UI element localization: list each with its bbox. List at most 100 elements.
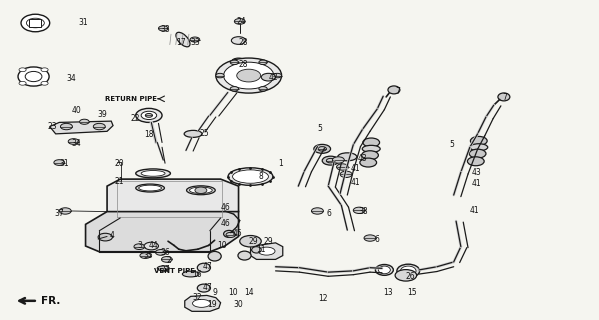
Text: 34: 34: [66, 74, 76, 83]
Text: 33: 33: [190, 38, 201, 47]
Circle shape: [231, 58, 246, 66]
Ellipse shape: [223, 230, 234, 237]
Text: 30: 30: [234, 300, 244, 309]
Text: 41: 41: [350, 179, 360, 188]
Text: 47: 47: [202, 283, 213, 292]
Ellipse shape: [176, 32, 190, 47]
Text: 46: 46: [220, 219, 231, 228]
Circle shape: [237, 69, 261, 82]
Ellipse shape: [186, 186, 215, 195]
Circle shape: [162, 257, 172, 262]
Polygon shape: [86, 212, 238, 252]
Text: 8: 8: [259, 172, 264, 181]
Ellipse shape: [498, 93, 510, 101]
Text: 19: 19: [207, 300, 216, 309]
Ellipse shape: [192, 300, 210, 307]
Circle shape: [340, 171, 352, 178]
Text: 12: 12: [319, 294, 328, 303]
Text: 1: 1: [278, 159, 283, 168]
Circle shape: [259, 60, 267, 65]
Text: 25: 25: [199, 129, 209, 138]
Circle shape: [190, 37, 199, 42]
Circle shape: [318, 147, 326, 151]
Text: 28: 28: [238, 60, 248, 69]
Text: 43: 43: [471, 168, 482, 177]
Ellipse shape: [21, 14, 50, 32]
Text: 14: 14: [244, 288, 254, 297]
Text: 41: 41: [470, 206, 479, 215]
Text: 6: 6: [374, 235, 379, 244]
Circle shape: [261, 73, 276, 81]
Text: 5: 5: [317, 124, 322, 132]
Ellipse shape: [139, 185, 162, 191]
Circle shape: [216, 73, 224, 78]
Circle shape: [68, 139, 79, 144]
Circle shape: [311, 208, 323, 214]
Ellipse shape: [470, 144, 488, 151]
Circle shape: [240, 236, 261, 247]
Circle shape: [19, 68, 26, 72]
Text: 38: 38: [358, 207, 368, 216]
Text: 37: 37: [55, 209, 64, 218]
Text: 6: 6: [326, 209, 331, 218]
Text: 17: 17: [176, 38, 186, 47]
Ellipse shape: [197, 284, 210, 292]
Text: 42: 42: [268, 73, 278, 82]
Circle shape: [234, 19, 245, 24]
Circle shape: [469, 149, 486, 158]
Ellipse shape: [197, 263, 210, 272]
Ellipse shape: [379, 266, 391, 274]
Circle shape: [216, 58, 282, 93]
Text: RETURN PIPE: RETURN PIPE: [105, 96, 158, 102]
Circle shape: [230, 87, 238, 91]
Circle shape: [364, 235, 376, 241]
Ellipse shape: [18, 67, 49, 86]
Circle shape: [144, 242, 159, 250]
Text: 43: 43: [358, 154, 368, 163]
Text: 7: 7: [503, 93, 507, 102]
Circle shape: [326, 158, 335, 163]
Circle shape: [322, 156, 339, 165]
Polygon shape: [184, 295, 220, 311]
Text: 15: 15: [407, 288, 417, 297]
Text: 46: 46: [220, 203, 231, 212]
Text: 36: 36: [161, 248, 171, 257]
Circle shape: [26, 18, 44, 28]
Text: 2: 2: [167, 256, 171, 265]
Text: 10: 10: [217, 241, 227, 250]
Circle shape: [59, 208, 71, 214]
Ellipse shape: [362, 145, 380, 152]
Text: 13: 13: [383, 288, 393, 297]
Text: 28: 28: [238, 38, 248, 47]
Circle shape: [259, 87, 267, 91]
Text: 33: 33: [161, 25, 171, 34]
Text: 20: 20: [114, 159, 124, 168]
Circle shape: [467, 157, 484, 166]
Text: 29: 29: [264, 237, 273, 246]
Circle shape: [314, 144, 331, 153]
Circle shape: [231, 37, 246, 44]
Circle shape: [360, 158, 377, 167]
Text: 16: 16: [192, 270, 201, 279]
Circle shape: [159, 26, 168, 31]
Ellipse shape: [238, 251, 251, 260]
Ellipse shape: [141, 171, 165, 176]
Circle shape: [19, 81, 26, 85]
Text: 29: 29: [249, 237, 258, 246]
Ellipse shape: [228, 168, 273, 185]
Circle shape: [363, 138, 380, 147]
Text: 31: 31: [78, 19, 88, 28]
Circle shape: [156, 250, 167, 255]
Text: FR.: FR.: [41, 296, 60, 306]
Text: 4: 4: [110, 231, 114, 240]
Circle shape: [332, 157, 344, 163]
Circle shape: [136, 108, 162, 123]
Text: 23: 23: [47, 122, 57, 131]
Circle shape: [41, 81, 48, 85]
Text: 18: 18: [144, 130, 153, 139]
Ellipse shape: [401, 266, 416, 276]
Circle shape: [195, 187, 207, 194]
Text: 26: 26: [406, 272, 416, 281]
Circle shape: [273, 73, 282, 78]
Text: 5: 5: [449, 140, 454, 149]
